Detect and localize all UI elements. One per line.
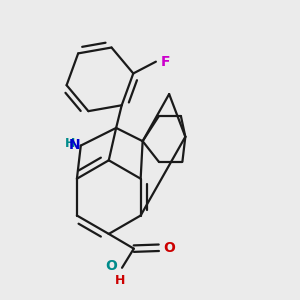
Text: H: H [65, 137, 76, 150]
Text: O: O [105, 259, 117, 273]
Text: O: O [164, 241, 175, 255]
Text: F: F [161, 55, 171, 69]
Text: N: N [69, 138, 80, 152]
Text: H: H [116, 274, 126, 287]
